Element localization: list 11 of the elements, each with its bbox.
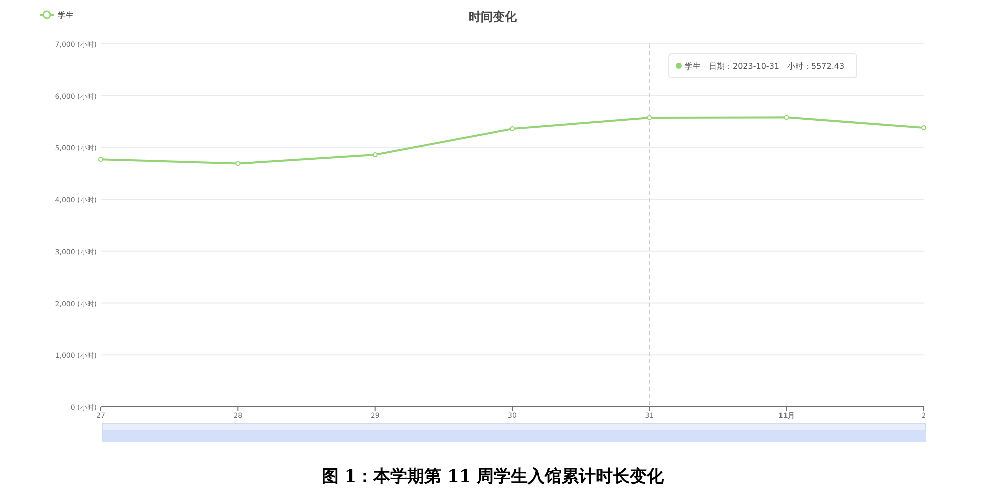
caption: 图 1：本学期第 11 周学生入馆累计时长变化	[322, 467, 666, 487]
point	[510, 126, 515, 132]
point	[784, 115, 790, 120]
chart-title: 时间变化	[469, 10, 518, 24]
legend-label: 学生	[58, 11, 74, 20]
point	[236, 161, 241, 166]
point	[922, 126, 926, 131]
point	[372, 152, 378, 158]
point	[647, 116, 652, 121]
annotation: 学生 日期：2023-10-31 小时：5572.43	[685, 62, 845, 71]
point	[98, 157, 104, 162]
